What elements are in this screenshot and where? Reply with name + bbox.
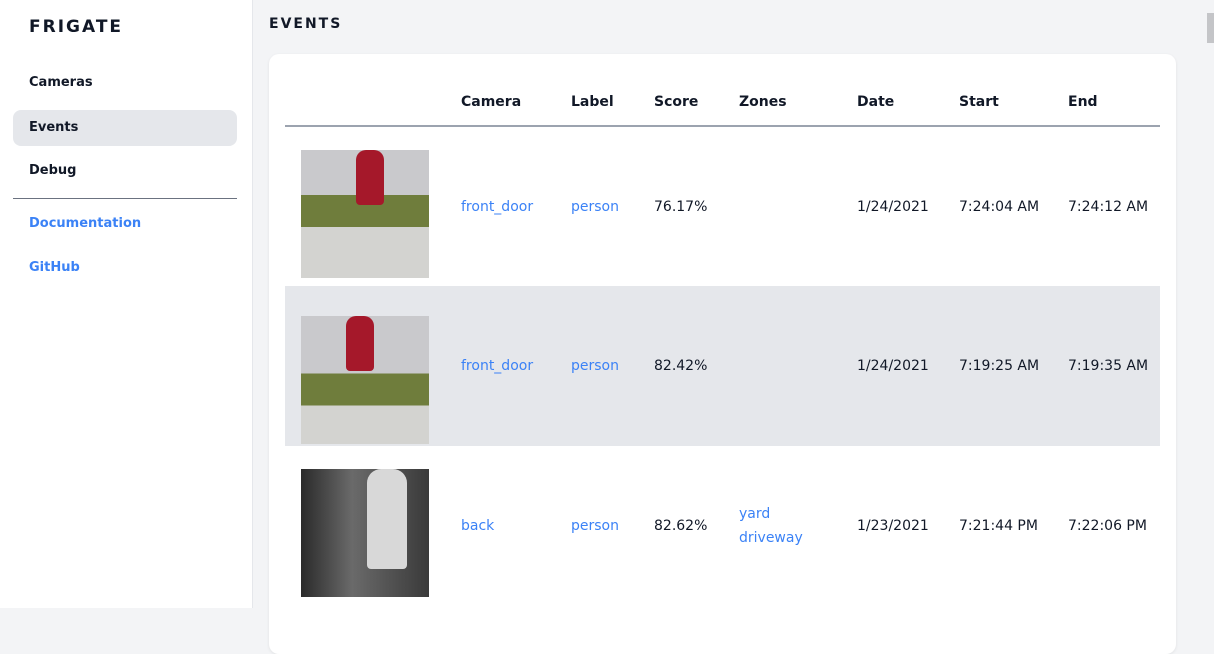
- header-zones: Zones: [731, 78, 849, 127]
- thumbnail-cell: [285, 446, 453, 606]
- person-figure: [346, 316, 374, 371]
- zones: yard driveway: [731, 446, 849, 606]
- person-figure: [367, 469, 407, 569]
- sidebar-item-debug[interactable]: Debug: [29, 163, 77, 178]
- events-card: Camera Label Score Zones Date Start End …: [269, 54, 1176, 654]
- sidebar-item-cameras[interactable]: Cameras: [29, 75, 93, 90]
- thumbnail-cell: [285, 286, 453, 446]
- events-table: Camera Label Score Zones Date Start End …: [285, 78, 1160, 606]
- end-time: 7:22:06 PM: [1068, 518, 1147, 534]
- start-time: 7:19:25 AM: [951, 286, 1060, 446]
- sidebar-divider: [13, 198, 237, 199]
- label-link[interactable]: person: [563, 286, 646, 446]
- table-row[interactable]: front_door person 82.42% 1/24/2021 7:19:…: [285, 286, 1160, 446]
- date: 1/24/2021: [857, 198, 929, 215]
- thumbnail-cell: [285, 126, 453, 286]
- score: 76.17%: [654, 198, 708, 215]
- zone-link[interactable]: yard: [739, 506, 771, 522]
- event-thumbnail[interactable]: [301, 469, 429, 597]
- zones: [731, 126, 849, 286]
- event-thumbnail[interactable]: [301, 150, 429, 278]
- brand-logo: FRIGATE: [29, 17, 124, 37]
- header-thumbnail: [285, 78, 453, 127]
- scrollbar-thumb[interactable]: [1207, 13, 1214, 43]
- score: 82.62%: [654, 518, 708, 534]
- header-end: End: [1060, 78, 1160, 127]
- start-time: 7:24:04 AM: [959, 198, 1040, 215]
- camera-link[interactable]: back: [461, 518, 495, 534]
- end-time: 7:19:35 AM: [1060, 286, 1160, 446]
- start-time: 7:21:44 PM: [959, 518, 1038, 534]
- header-score: Score: [646, 78, 731, 127]
- header-camera: Camera: [453, 78, 563, 127]
- header-date: Date: [849, 78, 951, 127]
- table-row[interactable]: front_door person 76.17% 1/24/2021 7:24:…: [285, 126, 1160, 286]
- table-row[interactable]: back person 82.62% yard driveway 1/23/202…: [285, 446, 1160, 606]
- person-figure: [356, 150, 384, 205]
- scrollbar[interactable]: [1206, 0, 1214, 608]
- page-title: EVENTS: [269, 16, 343, 32]
- end-time: 7:24:12 AM: [1068, 198, 1149, 215]
- zone-link[interactable]: driveway: [739, 530, 803, 546]
- sidebar-link-documentation[interactable]: Documentation: [29, 216, 142, 231]
- header-label: Label: [563, 78, 646, 127]
- table-header: Camera Label Score Zones Date Start End: [285, 78, 1160, 127]
- header-start: Start: [951, 78, 1060, 127]
- label-link[interactable]: person: [571, 518, 619, 534]
- score: 82.42%: [646, 286, 731, 446]
- label-link[interactable]: person: [571, 198, 619, 215]
- zones: [731, 286, 849, 446]
- sidebar: FRIGATE Cameras Events Debug Documentati…: [0, 0, 253, 608]
- date: 1/23/2021: [857, 518, 929, 534]
- date: 1/24/2021: [849, 286, 951, 446]
- sidebar-link-github[interactable]: GitHub: [29, 260, 80, 275]
- event-thumbnail[interactable]: [301, 316, 429, 444]
- camera-link[interactable]: front_door: [453, 286, 563, 446]
- sidebar-item-events[interactable]: Events: [13, 110, 237, 146]
- camera-link[interactable]: front_door: [461, 198, 534, 215]
